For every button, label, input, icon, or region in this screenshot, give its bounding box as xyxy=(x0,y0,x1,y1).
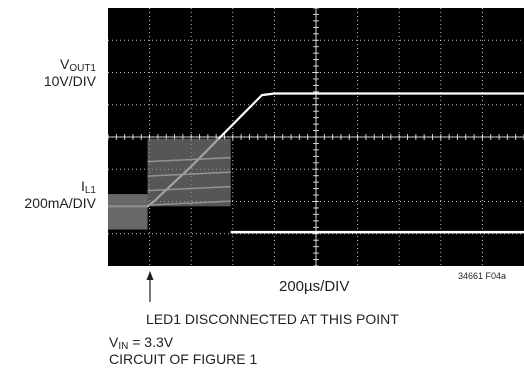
trace-current-ripple xyxy=(147,156,231,163)
trace-current-band-before xyxy=(108,194,148,230)
trace-current-ripple xyxy=(147,171,231,177)
trace-current-ripple xyxy=(147,185,231,192)
up-arrow-icon xyxy=(146,271,154,302)
ch1-label: VOUT1 10V/DIV xyxy=(0,56,96,90)
condition-vin: VIN = 3.3V xyxy=(109,334,174,352)
ch2-name: IL1 xyxy=(80,178,96,196)
ch1-name: VOUT1 xyxy=(59,56,96,74)
ch2-label: IL1 200mA/DIV xyxy=(0,178,96,212)
condition-circuit: CIRCUIT OF FIGURE 1 xyxy=(109,351,258,367)
scope-screen xyxy=(108,8,524,266)
scope-graticule xyxy=(108,8,524,266)
trace-current-ripple xyxy=(147,200,231,206)
scope-traces xyxy=(108,92,524,234)
ch1-scale: 10V/DIV xyxy=(43,73,96,89)
timebase-label: 200µs/DIV xyxy=(279,278,350,295)
figure-id: 34661 F04a xyxy=(458,271,507,281)
test-conditions: VIN = 3.3V CIRCUIT OF FIGURE 1 xyxy=(109,334,257,368)
ch2-scale: 200mA/DIV xyxy=(24,195,96,211)
annotation-text: LED1 DISCONNECTED AT THIS POINT xyxy=(146,311,399,327)
